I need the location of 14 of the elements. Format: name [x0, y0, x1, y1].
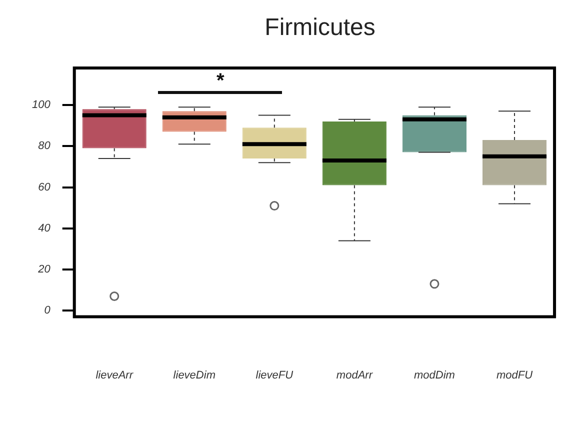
- x-tick-label: lieveDim: [173, 369, 216, 382]
- x-tick-label: modFU: [496, 369, 533, 382]
- y-tick-label: 20: [37, 264, 52, 276]
- y-tick-label: 100: [32, 99, 52, 112]
- x-tick-label: lieveArr: [96, 369, 134, 382]
- y-tick-label: 80: [38, 140, 52, 152]
- y-tick-label: 40: [38, 222, 52, 234]
- x-tick-label: modArr: [336, 369, 374, 382]
- annotation: *: [216, 70, 224, 93]
- y-tick-label: 60: [38, 181, 52, 194]
- x-tick-label: lieveFU: [256, 369, 294, 382]
- y-tick-label: 0: [44, 304, 52, 317]
- x-tick-label: modDim: [414, 369, 455, 382]
- chart-title: Firmicutes: [264, 14, 376, 42]
